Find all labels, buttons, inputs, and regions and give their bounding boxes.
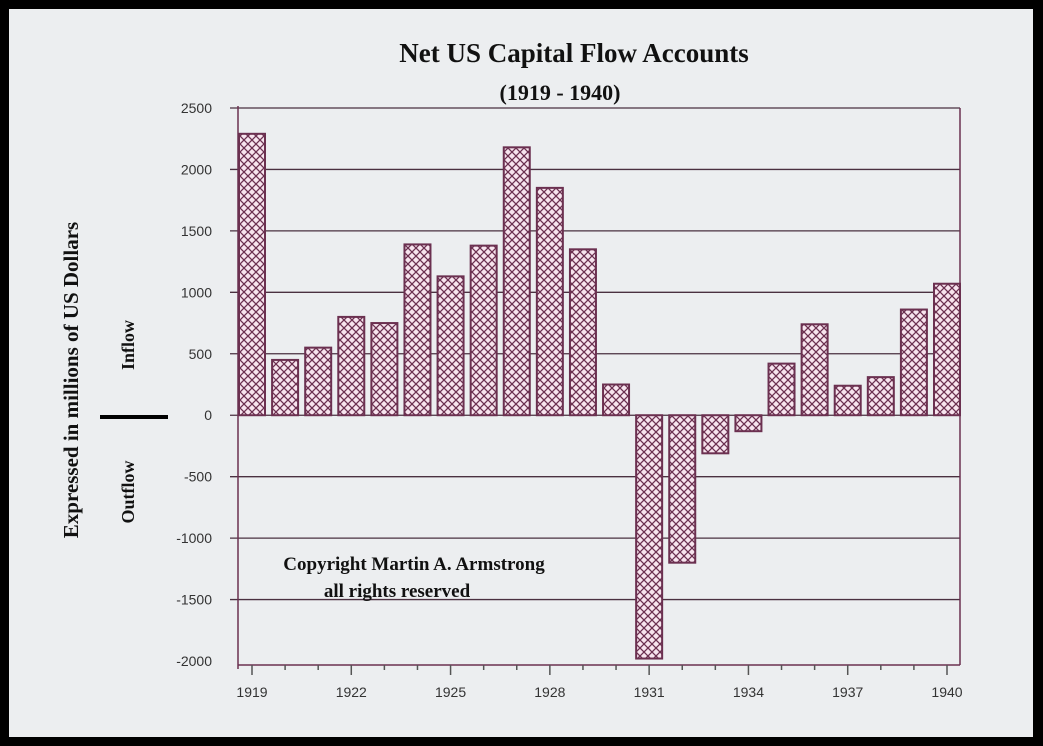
bar-1919 [238,132,266,417]
bar-1931 [635,414,664,660]
bar-1928 [535,186,564,417]
x-tick-label: 1934 [733,684,764,700]
bar-1920 [271,358,300,417]
inflow-label: Inflow [118,320,138,370]
y-tick-label: 2500 [181,100,212,116]
chart-title: Net US Capital Flow Accounts [399,38,749,68]
y-tick-label: 1500 [181,223,212,239]
x-tick-label: 1931 [634,684,665,700]
copyright-line-1: Copyright Martin A. Armstrong [283,554,545,575]
y-tick-label: 0 [204,407,212,423]
outflow-label: Outflow [118,460,138,523]
y-tick-label: -1500 [176,592,212,608]
bar-1932 [668,414,697,564]
y-tick-label: -2000 [176,653,212,669]
bar-1927 [502,146,531,417]
y-tick-label: -1000 [176,530,212,546]
y-tick-label: -500 [184,469,212,485]
inflow-outflow-divider [100,415,168,419]
y-axis-label: Expressed in millions of US Dollars [59,222,83,538]
x-tick-label: 1922 [336,684,367,700]
x-tick-label: 1919 [236,684,267,700]
y-tick-label: 1000 [181,284,212,300]
x-tick-label: 1928 [534,684,565,700]
x-tick-label: 1940 [931,684,962,700]
bar-1935 [767,362,796,417]
bar-1922 [337,315,366,417]
x-tick-label: 1925 [435,684,466,700]
bar-1929 [568,248,597,417]
bar-1924 [403,243,432,417]
y-tick-label: 2000 [181,161,212,177]
bar-1923 [370,322,399,417]
bar-1933 [701,414,730,455]
bar-1939 [899,308,928,417]
bar-1940 [933,282,961,417]
bar-1936 [800,323,829,417]
bar-1934 [734,414,763,433]
bar-1921 [304,346,333,417]
copyright-line-2: all rights reserved [324,581,471,602]
bar-1930 [602,383,631,417]
y-tick-label: 500 [189,346,213,362]
bar-1925 [436,275,465,417]
x-tick-label: 1937 [832,684,863,700]
bar-1937 [833,384,862,417]
bar-1938 [866,376,895,417]
chart-subtitle: (1919 - 1940) [500,80,621,105]
bar-1926 [469,244,498,417]
